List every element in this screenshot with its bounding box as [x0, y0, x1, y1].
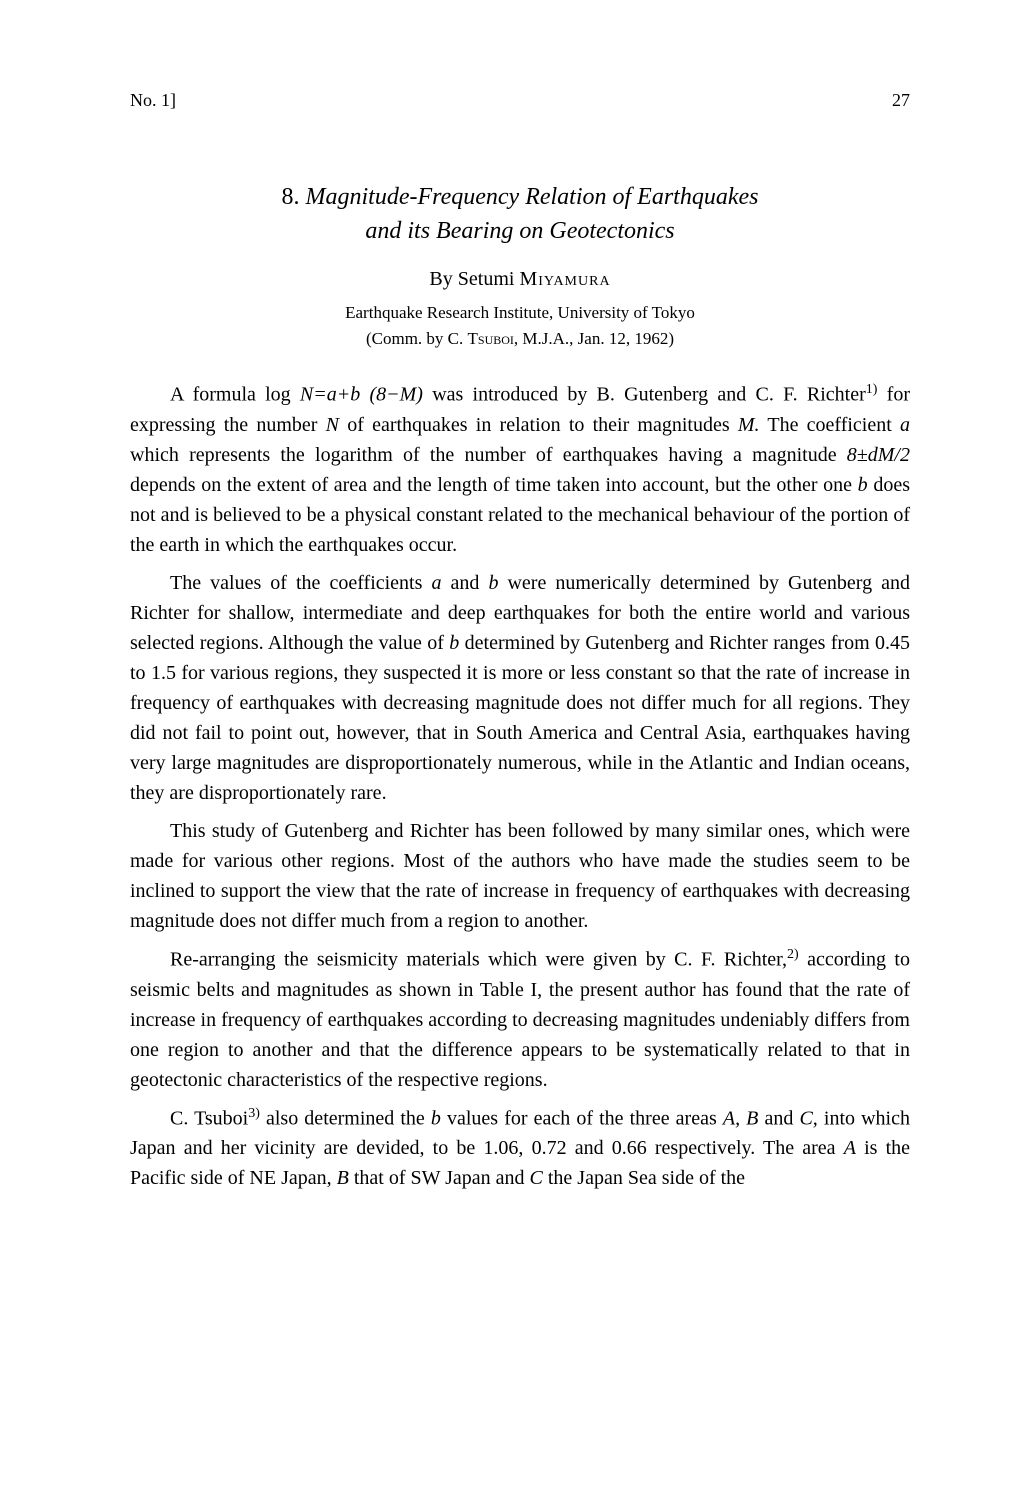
- text: that of SW Japan and: [349, 1167, 530, 1189]
- comm-editor-surname: Tsuboi: [468, 329, 514, 348]
- text: of earthquakes in relation to their magn…: [339, 414, 738, 436]
- text: determined by Gutenberg and Richter rang…: [130, 632, 910, 804]
- var-C: C,: [799, 1107, 817, 1129]
- communication-line: (Comm. by C. Tsuboi, M.J.A., Jan. 12, 19…: [130, 329, 910, 349]
- paper-title: 8. Magnitude-Frequency Relation of Earth…: [130, 181, 910, 248]
- title-line-1: Magnitude-Frequency Relation of Earthqua…: [306, 184, 759, 210]
- paragraph-5: C. Tsuboi3) also determined the b values…: [130, 1103, 910, 1194]
- text: which represents the logarithm of the nu…: [130, 444, 847, 466]
- paper-number: 8.: [282, 184, 300, 210]
- comm-prefix: (Comm. by C.: [366, 329, 463, 348]
- var-N: N: [326, 414, 339, 436]
- text: values for each of the three areas: [441, 1107, 723, 1129]
- range: 8±dM/2: [847, 444, 910, 466]
- reference-2: 2): [787, 947, 799, 962]
- text: was introduced by B. Gutenberg and C. F.…: [423, 384, 866, 406]
- var-M: M.: [738, 414, 760, 436]
- text: and: [758, 1107, 799, 1129]
- paragraph-2: The values of the coefficients a and b w…: [130, 568, 910, 808]
- reference-1: 1): [866, 382, 878, 397]
- text: Re-arranging the seismicity materials wh…: [170, 949, 787, 971]
- var-A: A: [844, 1137, 856, 1159]
- text: and: [441, 572, 488, 594]
- text: the Japan Sea side of the: [543, 1167, 745, 1189]
- affiliation: Earthquake Research Institute, Universit…: [130, 303, 910, 323]
- var-b: b: [449, 632, 459, 654]
- var-b: b: [488, 572, 498, 594]
- author-line: By Setumi Miyamura: [130, 268, 910, 291]
- page-header: No. 1] 27: [130, 90, 910, 111]
- issue-number: No. 1]: [130, 90, 176, 111]
- text: depends on the extent of area and the le…: [130, 474, 858, 496]
- paragraph-4: Re-arranging the seismicity materials wh…: [130, 944, 910, 1095]
- text: A formula log: [170, 384, 300, 406]
- var-a: a: [431, 572, 441, 594]
- author-by: By: [429, 268, 452, 290]
- text: The coefficient: [760, 414, 900, 436]
- var-a: a: [900, 414, 910, 436]
- page-number: 27: [892, 90, 910, 111]
- var-b: b: [431, 1107, 441, 1129]
- author-surname: Miyamura: [519, 268, 610, 290]
- comm-suffix: , M.J.A., Jan. 12, 1962): [514, 329, 674, 348]
- paragraph-1: A formula log N=a+b (8−M) was introduced…: [130, 379, 910, 560]
- reference-3: 3): [248, 1106, 260, 1121]
- var-b: b: [858, 474, 868, 496]
- var-AB: A, B: [723, 1107, 759, 1129]
- text: The values of the coefficients: [170, 572, 431, 594]
- title-line-2: and its Bearing on Geotectonics: [365, 218, 674, 244]
- author-first-name: Setumi: [458, 268, 515, 290]
- paragraph-3: This study of Gutenberg and Richter has …: [130, 816, 910, 936]
- formula: N=a+b (8−M): [300, 384, 423, 406]
- var-B: B: [337, 1167, 349, 1189]
- text: also determined the: [260, 1107, 431, 1129]
- text: C. Tsuboi: [170, 1107, 248, 1129]
- var-C: C: [530, 1167, 543, 1189]
